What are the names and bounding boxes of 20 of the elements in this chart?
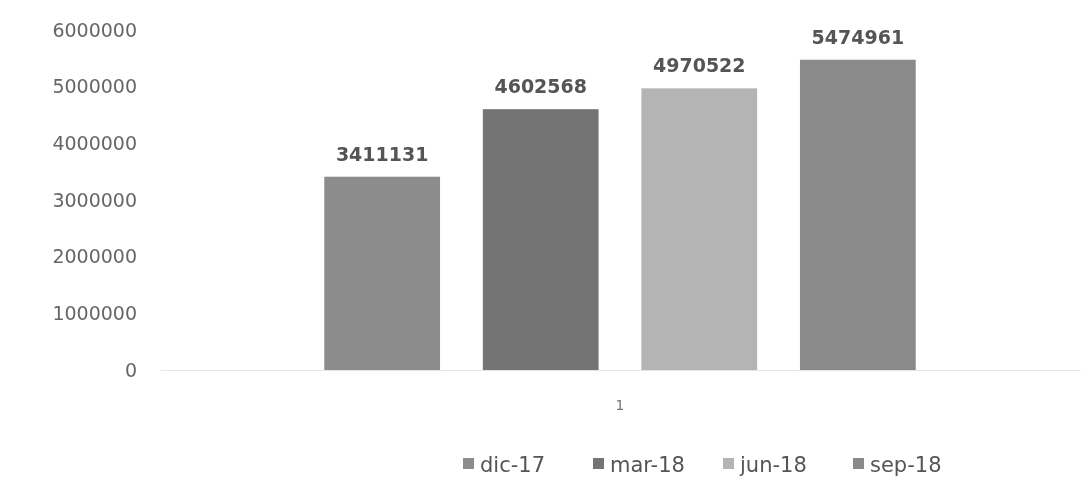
y-tick-label: 1000000: [52, 301, 137, 324]
y-tick-label: 4000000: [52, 131, 137, 154]
y-tick-label: 0: [124, 358, 137, 381]
y-tick-label: 5000000: [52, 75, 137, 98]
data-label: 5474961: [811, 25, 905, 48]
x-tick-label: 1: [615, 396, 625, 413]
bar: [799, 59, 916, 370]
y-tick-label: 3000000: [52, 188, 137, 211]
bar: [482, 109, 599, 370]
data-label: 4602568: [494, 75, 587, 98]
legend-label: mar-18: [610, 453, 685, 478]
bar: [641, 88, 758, 370]
y-tick-label: 6000000: [52, 18, 137, 41]
data-label: 4970522: [653, 54, 746, 77]
bar: [324, 176, 441, 370]
legend-label: dic-17: [480, 453, 546, 478]
legend-label: sep-18: [870, 453, 942, 478]
legend-label: jun-18: [739, 453, 807, 478]
data-label: 3411131: [335, 142, 429, 165]
y-tick-label: 2000000: [52, 245, 137, 268]
